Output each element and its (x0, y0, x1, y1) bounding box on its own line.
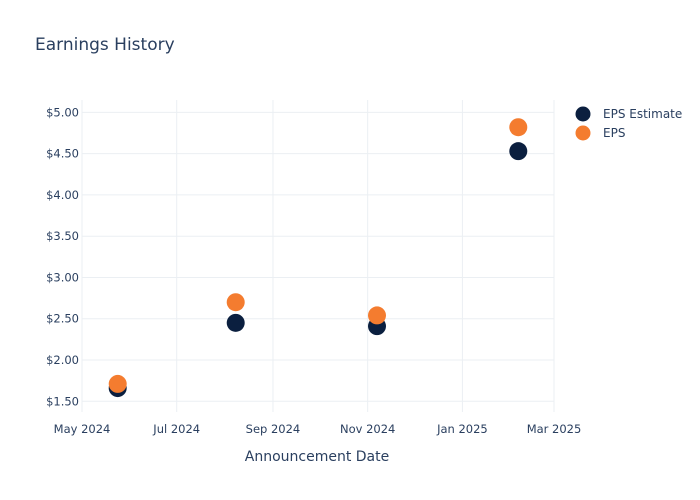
x-tick-label: Jul 2024 (152, 422, 200, 436)
legend-label: EPS Estimate (603, 107, 682, 121)
data-point-eps (509, 118, 528, 137)
x-tick-label: Mar 2025 (527, 422, 582, 436)
chart-title: Earnings History (35, 35, 175, 55)
axis-ticks: May 2024 Jul 2024 Sep 2024 Nov 2024 Jan 2025… (46, 105, 581, 436)
y-tick-label: $1.50 (46, 394, 79, 408)
data-points (108, 118, 528, 398)
legend-marker (575, 125, 591, 141)
legend-marker (575, 106, 591, 122)
y-tick-label: $3.50 (46, 229, 79, 243)
legend: EPS Estimate EPS (575, 106, 682, 141)
data-point-eps (108, 374, 127, 393)
y-tick-label: $4.00 (46, 188, 79, 202)
data-point-eps-estimate (509, 142, 528, 161)
y-tick-label: $5.00 (46, 105, 79, 119)
grid (81, 100, 555, 412)
data-point-eps (368, 306, 386, 325)
y-tick-label: $3.00 (46, 270, 79, 284)
x-tick-label: May 2024 (54, 422, 111, 436)
y-tick-label: $4.50 (46, 147, 79, 161)
x-tick-label: Jan 2025 (436, 422, 488, 436)
x-tick-label: Nov 2024 (340, 422, 395, 436)
y-tick-label: $2.50 (46, 312, 79, 326)
data-point-eps-estimate (226, 313, 245, 332)
legend-label: EPS (603, 126, 625, 140)
data-point-eps (226, 293, 245, 312)
y-tick-label: $2.00 (46, 353, 79, 367)
x-axis-title: Announcement Date (245, 449, 389, 465)
x-tick-label: Sep 2024 (246, 422, 301, 436)
